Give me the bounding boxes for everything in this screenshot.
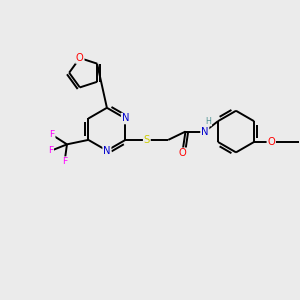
Text: S: S bbox=[144, 135, 150, 145]
Text: H: H bbox=[206, 117, 211, 126]
Text: O: O bbox=[267, 137, 275, 147]
Text: F: F bbox=[48, 146, 53, 155]
Text: O: O bbox=[76, 53, 84, 63]
Text: F: F bbox=[50, 130, 55, 139]
Text: O: O bbox=[178, 148, 186, 158]
Text: F: F bbox=[62, 157, 67, 166]
Text: N: N bbox=[103, 146, 111, 156]
Text: N: N bbox=[122, 113, 129, 124]
Text: N: N bbox=[201, 127, 208, 136]
